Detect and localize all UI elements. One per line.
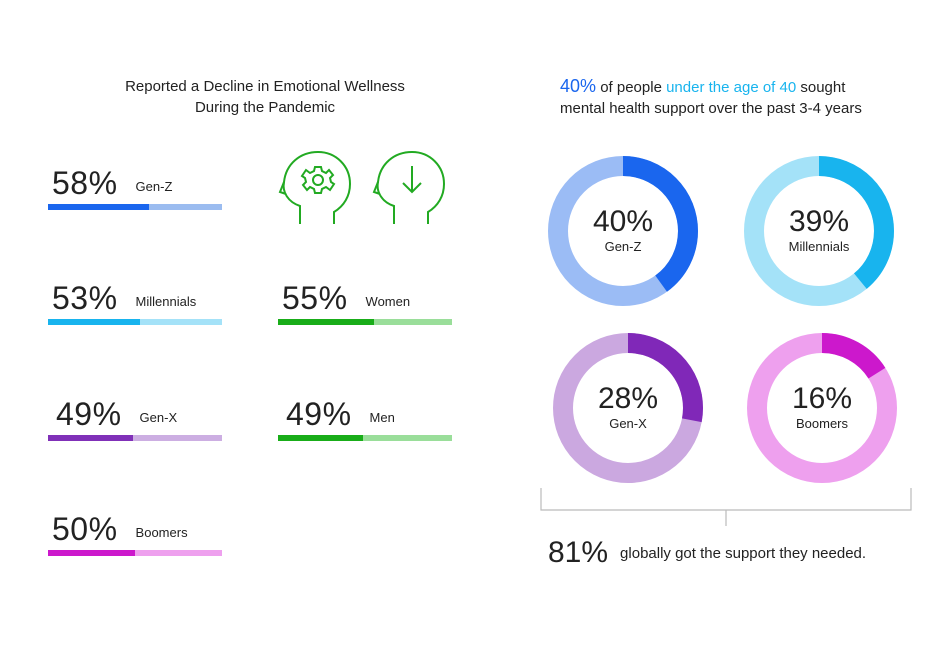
donut-slice [747, 333, 897, 483]
bar-group-men: 49% Men [278, 397, 452, 441]
bar-fill [48, 435, 134, 441]
donut-center-gen-z: 40% Gen-Z [563, 205, 683, 255]
bar-men [278, 435, 452, 441]
bar-boomers [48, 550, 222, 556]
bar-group-gen-x: 49% Gen-X [48, 397, 222, 441]
bar-category-label: Men [369, 409, 395, 425]
bar-remainder [133, 435, 222, 441]
summary-pct: 81% [548, 536, 609, 569]
donut-value-label: 40% [592, 205, 654, 238]
donut-gen-z [548, 156, 698, 306]
left-title-line1: Reported a Decline in Emotional Wellness [125, 78, 405, 95]
bar-fill [48, 319, 141, 325]
title-line2: mental health support over the past 3-4 … [560, 100, 862, 117]
donut-slice [744, 156, 894, 306]
title-mid2: sought [796, 79, 846, 96]
bar-group-gen-z: 58% Gen-Z [48, 166, 222, 210]
donut-category-label: Gen-X [609, 416, 647, 431]
donut-center-gen-x: 28% Gen-X [568, 382, 688, 432]
bar-value-label: 53% [52, 280, 118, 316]
donut-slice [548, 156, 698, 306]
right-chart-title: 40% of people under the age of 40 sought… [560, 76, 900, 119]
donut-gen-x [553, 333, 703, 483]
bar-value-label: 50% [52, 511, 118, 547]
summary-text: globally got the support they needed. [620, 544, 867, 562]
bar-fill [278, 435, 364, 441]
donut-slice [553, 333, 703, 483]
bar-value-label: 49% [286, 396, 352, 432]
left-chart-title: Reported a Decline in Emotional Wellness… [90, 76, 440, 118]
bar-category-label: Millennials [135, 293, 197, 309]
summary: 81% globally got the support they needed… [548, 538, 866, 568]
donut-value-label: 39% [788, 205, 850, 238]
head-gear-icon [278, 150, 352, 224]
bar-gen-z [48, 204, 222, 210]
left-title-line2: During the Pandemic [194, 99, 336, 116]
title-highlight: under the age of 40 [666, 79, 797, 96]
bar-fill [48, 204, 149, 210]
summary-bracket [540, 488, 912, 526]
bar-category-label: Gen-Z [135, 178, 173, 194]
bar-gen-x [48, 435, 222, 441]
bar-remainder [148, 204, 222, 210]
bar-fill [48, 550, 135, 556]
bar-group-millennials: 53% Millennials [48, 281, 222, 325]
donut-boomers [747, 333, 897, 483]
donut-category-label: Millennials [788, 239, 850, 254]
donut-center-millennials: 39% Millennials [759, 205, 879, 255]
bar-category-label: Boomers [135, 524, 188, 540]
bar-women [278, 319, 452, 325]
bar-fill [278, 319, 374, 325]
title-mid1: of people [596, 79, 667, 96]
bar-remainder [135, 550, 222, 556]
donut-center-boomers: 16% Boomers [762, 382, 882, 432]
bar-remainder [363, 435, 452, 441]
bar-category-label: Gen-X [139, 409, 178, 425]
donut-value-label: 28% [597, 382, 659, 415]
bar-value-label: 55% [282, 280, 348, 316]
donut-category-label: Boomers [795, 416, 849, 431]
bar-group-women: 55% Women [278, 281, 452, 325]
bar-value-label: 58% [52, 165, 118, 201]
head-down-arrow-icon [372, 150, 446, 224]
bar-category-label: Women [365, 293, 411, 309]
bar-millennials [48, 319, 222, 325]
donut-value-label: 16% [791, 382, 853, 415]
title-pct: 40% [560, 76, 597, 96]
bar-remainder [373, 319, 452, 325]
donut-millennials [744, 156, 894, 306]
bar-value-label: 49% [56, 396, 122, 432]
donut-category-label: Gen-Z [604, 239, 642, 254]
bar-group-boomers: 50% Boomers [48, 512, 222, 556]
bar-remainder [140, 319, 222, 325]
